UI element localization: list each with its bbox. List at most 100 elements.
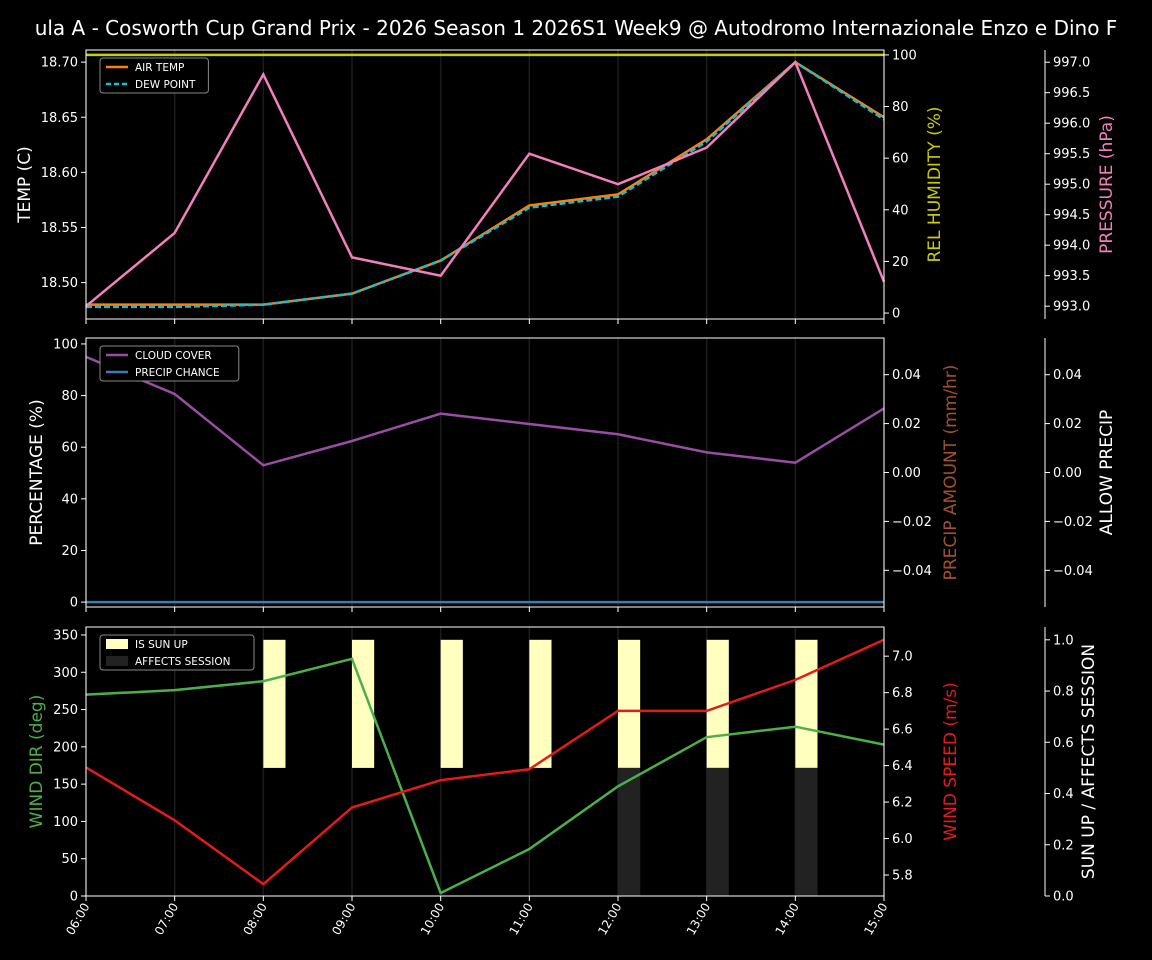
y2-tick-label: 100 bbox=[892, 48, 917, 63]
y2-tick-label: −0.02 bbox=[892, 515, 932, 530]
legend-box bbox=[99, 634, 255, 671]
y3-tick-label: 994.5 bbox=[1053, 208, 1090, 223]
x-tick-label: 15:00 bbox=[861, 901, 890, 938]
y2-tick-label: 60 bbox=[892, 152, 909, 167]
sun-up-bar bbox=[440, 639, 463, 768]
series-line-y2 bbox=[85, 638, 885, 886]
panel-3: 0 50 100 150 200 250 300 350 5.8 6.0 6.2 6.4 6.6 6.8 7… bbox=[27, 626, 1099, 938]
y-tick-label: 0 bbox=[70, 596, 78, 611]
y-tick-label: 80 bbox=[61, 389, 78, 404]
y2-axis-label: PRECIP AMOUNT (mm/hr) bbox=[941, 365, 961, 581]
y2-tick-label: 6.8 bbox=[892, 686, 913, 701]
legend-swatch bbox=[106, 639, 128, 649]
y-tick-label: 18.60 bbox=[41, 166, 78, 181]
y-tick-label: 100 bbox=[53, 815, 78, 830]
x-tick-label: 06:00 bbox=[63, 901, 92, 938]
plot-frame bbox=[85, 626, 885, 897]
x-tick-label: 13:00 bbox=[684, 901, 713, 938]
series-line-cloud-cover bbox=[85, 355, 885, 467]
y3-tick-label: 995.0 bbox=[1053, 178, 1090, 193]
y-tick-label: 18.65 bbox=[41, 111, 78, 126]
sun-up-bar bbox=[529, 639, 552, 768]
y3-tick-label: 995.5 bbox=[1053, 147, 1090, 162]
y3-tick-label: −0.02 bbox=[1053, 515, 1093, 530]
series-line-dew-point bbox=[86, 60, 885, 309]
legend-box bbox=[99, 345, 240, 382]
affects-session-bar bbox=[618, 767, 641, 896]
y2-tick-label: 0.00 bbox=[892, 466, 921, 481]
y2-tick-label: −0.04 bbox=[892, 564, 932, 579]
y3-tick-label: 0.4 bbox=[1053, 787, 1074, 802]
y-tick-label: 18.70 bbox=[41, 56, 78, 71]
legend-label: AIR TEMP bbox=[135, 62, 184, 74]
y-tick-label: 40 bbox=[61, 492, 78, 507]
y-tick-label: 300 bbox=[53, 666, 78, 681]
y-tick-label: 50 bbox=[61, 852, 78, 867]
y2-tick-label: 6.2 bbox=[892, 796, 913, 811]
plot-frame bbox=[85, 49, 885, 320]
legend: IS SUN UP AFFECTS SESSION bbox=[99, 634, 255, 671]
y3-axis-label: ALLOW PRECIP bbox=[1097, 410, 1117, 536]
y-tick-label: 20 bbox=[61, 544, 78, 559]
y3-tick-label: 1.0 bbox=[1053, 633, 1074, 648]
y3-axis-label: SUN UP / AFFECTS SESSION bbox=[1079, 644, 1099, 879]
sun-up-bar bbox=[795, 639, 818, 768]
y3-tick-label: 997.0 bbox=[1053, 56, 1090, 71]
y-tick-label: 0 bbox=[70, 890, 78, 905]
y-tick-label: 18.50 bbox=[41, 276, 78, 291]
legend-label: IS SUN UP bbox=[135, 639, 188, 651]
y3-tick-label: 993.5 bbox=[1053, 269, 1090, 284]
y2-tick-label: 0.02 bbox=[892, 417, 921, 432]
y2-tick-label: 20 bbox=[892, 255, 909, 270]
affects-session-bar bbox=[795, 767, 818, 896]
sun-up-bar bbox=[618, 639, 641, 768]
y3-tick-label: −0.04 bbox=[1053, 564, 1093, 579]
y2-tick-label: 0 bbox=[892, 307, 900, 322]
x-tick-label: 12:00 bbox=[595, 901, 624, 938]
y-tick-label: 200 bbox=[53, 740, 78, 755]
y2-tick-label: 6.4 bbox=[892, 759, 913, 774]
x-tick-label: 08:00 bbox=[241, 901, 270, 938]
y-axis-label: PERCENTAGE (%) bbox=[27, 399, 47, 545]
x-tick-label: 07:00 bbox=[152, 901, 181, 938]
legend: CLOUD COVER PRECIP CHANCE bbox=[99, 345, 240, 382]
legend-label: DEW POINT bbox=[135, 79, 196, 91]
y3-tick-label: 0.0 bbox=[1053, 890, 1074, 905]
y2-tick-label: 40 bbox=[892, 203, 909, 218]
legend-label: PRECIP CHANCE bbox=[135, 367, 220, 379]
y-axis-label: WIND DIR (deg) bbox=[27, 695, 47, 829]
sun-up-bar bbox=[352, 639, 375, 768]
y2-tick-label: 6.0 bbox=[892, 832, 913, 847]
y-tick-label: 150 bbox=[53, 778, 78, 793]
series-line-air-temp bbox=[86, 60, 885, 306]
y3-tick-label: 0.04 bbox=[1053, 368, 1082, 383]
legend-label: AFFECTS SESSION bbox=[135, 656, 231, 668]
y2-tick-label: 0.04 bbox=[892, 368, 921, 383]
y-tick-label: 18.55 bbox=[41, 221, 78, 236]
series-line-y3 bbox=[85, 60, 886, 308]
y3-tick-label: 994.0 bbox=[1053, 239, 1090, 254]
y3-tick-label: 0.8 bbox=[1053, 685, 1074, 700]
x-tick-label: 11:00 bbox=[507, 901, 536, 938]
panel-2: 0 20 40 60 80 100 −0.04 −0.02 0.00 0.02 0.04 −0.04 −… bbox=[27, 337, 1117, 612]
y2-axis-label: WIND SPEED (m/s) bbox=[941, 682, 961, 840]
y-tick-label: 250 bbox=[53, 703, 78, 718]
series-line-y bbox=[85, 657, 885, 895]
y2-tick-label: 7.0 bbox=[892, 650, 913, 665]
panel-1: 18.50 18.55 18.60 18.65 18.70 0 20 40 60 80 100 993… bbox=[15, 48, 1117, 324]
y2-tick-label: 80 bbox=[892, 100, 909, 115]
legend: AIR TEMP DEW POINT bbox=[99, 57, 209, 94]
y-tick-label: 100 bbox=[53, 337, 78, 352]
sun-up-bar bbox=[263, 639, 286, 768]
y3-tick-label: 0.00 bbox=[1053, 466, 1082, 481]
y2-tick-label: 5.8 bbox=[892, 869, 913, 884]
x-tick-label: 14:00 bbox=[773, 901, 802, 938]
y3-tick-label: 0.02 bbox=[1053, 417, 1082, 432]
y3-tick-label: 996.5 bbox=[1053, 86, 1090, 101]
y3-axis-label: PRESSURE (hPa) bbox=[1097, 115, 1117, 254]
y3-tick-label: 0.2 bbox=[1053, 838, 1074, 853]
y2-tick-label: 6.6 bbox=[892, 723, 913, 738]
y2-axis-label: REL HUMIDITY (%) bbox=[925, 106, 945, 262]
x-tick-label: 10:00 bbox=[418, 901, 447, 938]
